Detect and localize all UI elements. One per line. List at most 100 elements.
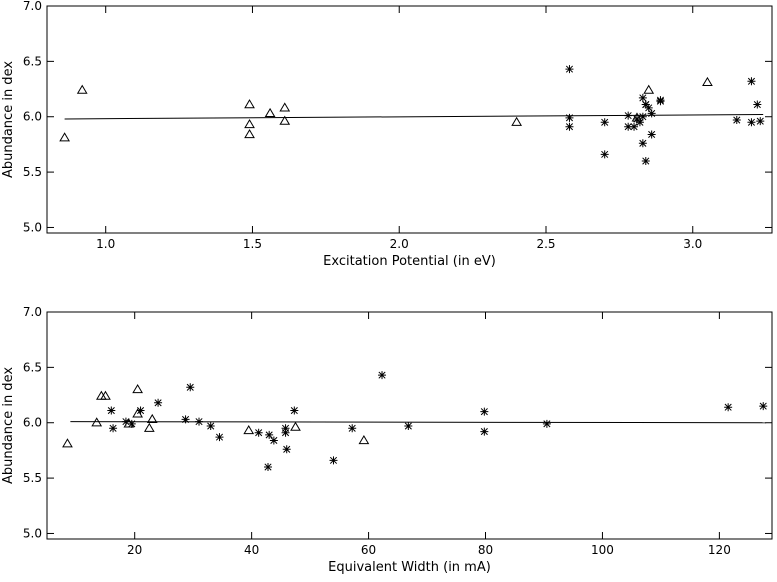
data-point-asterisk (109, 424, 118, 433)
data-point-asterisk (635, 118, 644, 127)
data-point-triangle (643, 84, 655, 94)
data-point-asterisk (647, 130, 656, 139)
x-tick-label: 40 (244, 543, 259, 557)
y-axis-label: Abundance in dex (1, 61, 16, 178)
y-tick-label: 6.5 (23, 54, 42, 68)
panel-equivalent-width: 20 40 60 80 100 120 5.0 5.5 6.0 6.5 7.0 Equivalent … (1, 305, 773, 575)
data-point-asterisk (215, 433, 224, 442)
plot-frame (46, 5, 773, 234)
data-point-asterisk (480, 407, 489, 416)
data-point-asterisk (565, 122, 574, 131)
data-point-asterisk (195, 417, 204, 426)
x-tick-label: 2.0 (390, 237, 409, 251)
data-point-asterisk (136, 406, 145, 415)
x-tick-label: 120 (708, 543, 731, 557)
data-point-asterisk (348, 424, 357, 433)
y-tick-label: 7.0 (23, 305, 42, 319)
data-point-asterisk (600, 118, 609, 127)
data-point-triangle (243, 424, 255, 435)
data-point-triangle (59, 132, 70, 142)
y-tick-label: 5.0 (23, 526, 42, 540)
data-point-asterisk (732, 116, 741, 125)
data-point-asterisk (542, 419, 551, 428)
y-tick-label: 6.0 (23, 110, 42, 124)
data-point-asterisk (565, 113, 574, 122)
data-point-asterisk (264, 463, 273, 472)
x-tick-label: 3.0 (683, 237, 702, 251)
data-point-asterisk (107, 406, 116, 415)
x-tick-label: 20 (127, 543, 142, 557)
data-point-triangle (279, 115, 291, 125)
data-point-asterisk (127, 419, 136, 428)
data-point-asterisk (378, 371, 387, 380)
data-point-triangle (76, 84, 88, 94)
x-tick-label: 1.0 (96, 237, 115, 251)
data-point-asterisk (329, 456, 338, 465)
data-point-asterisk (154, 398, 163, 407)
data-point-triangle (264, 107, 276, 118)
data-point-asterisk (724, 403, 733, 412)
data-point-triangle (358, 434, 370, 445)
x-tick-label: 2.5 (536, 237, 555, 251)
data-point-asterisk (181, 415, 190, 424)
data-point-asterisk (281, 428, 290, 437)
data-point-asterisk (756, 117, 765, 126)
data-point-asterisk (759, 402, 768, 411)
data-point-triangle (244, 128, 255, 139)
data-point-asterisk (269, 436, 278, 445)
data-point-triangle (62, 438, 73, 448)
data-point-triangle (290, 421, 301, 431)
data-point-triangle (244, 99, 255, 109)
data-point-triangle (279, 102, 291, 112)
data-point-asterisk (747, 77, 756, 86)
y-tick-label: 6.0 (23, 416, 42, 430)
data-point-asterisk (600, 150, 609, 159)
y-axis-label: Abundance in dex (1, 367, 16, 484)
data-point-asterisk (638, 112, 647, 121)
data-point-asterisk (638, 93, 647, 102)
data-point-asterisk (281, 424, 290, 433)
data-point-asterisk (624, 111, 633, 120)
data-point-triangle (132, 384, 143, 394)
data-point-triangle (244, 118, 255, 129)
data-point-asterisk (647, 109, 656, 118)
data-point-triangle (132, 408, 143, 418)
x-axis-label: Excitation Potential (in eV) (323, 254, 496, 269)
data-point-asterisk (630, 122, 639, 131)
x-tick-label: 1.5 (243, 237, 262, 251)
data-point-asterisk (638, 139, 647, 148)
data-point-triangle (146, 413, 158, 424)
x-tick-label: 100 (591, 543, 614, 557)
data-point-triangle (100, 390, 111, 400)
fit-line (64, 114, 764, 120)
data-point-asterisk (753, 100, 762, 109)
y-tick-label: 7.0 (23, 0, 42, 13)
data-point-asterisk (656, 97, 665, 106)
data-point-asterisk (282, 445, 291, 454)
data-point-asterisk (747, 118, 756, 127)
data-point-asterisk (290, 406, 299, 415)
data-point-triangle (143, 422, 155, 432)
data-point-asterisk (624, 122, 633, 131)
y-tick-label: 6.5 (23, 360, 42, 374)
data-point-triangle (702, 76, 713, 87)
x-axis-label: Equivalent Width (in mA) (328, 560, 491, 575)
data-point-asterisk (641, 157, 650, 166)
fit-line (70, 421, 767, 424)
data-point-asterisk (265, 430, 274, 439)
data-point-triangle (511, 116, 523, 126)
data-point-asterisk (186, 383, 195, 392)
x-tick-label: 80 (478, 543, 493, 557)
y-tick-label: 5.5 (23, 471, 42, 485)
y-tick-label: 5.0 (23, 220, 42, 234)
data-point-asterisk (206, 422, 215, 431)
data-point-asterisk (480, 427, 489, 436)
data-point-asterisk (404, 422, 413, 431)
data-point-asterisk (644, 103, 653, 112)
data-point-triangle (91, 417, 103, 427)
data-point-asterisk (565, 65, 574, 74)
x-tick-label: 60 (361, 543, 376, 557)
panel-excitation-potential: 1.0 1.5 2.0 2.5 3.0 5.0 5.5 6.0 6.5 7.0 Excitation… (1, 0, 773, 269)
